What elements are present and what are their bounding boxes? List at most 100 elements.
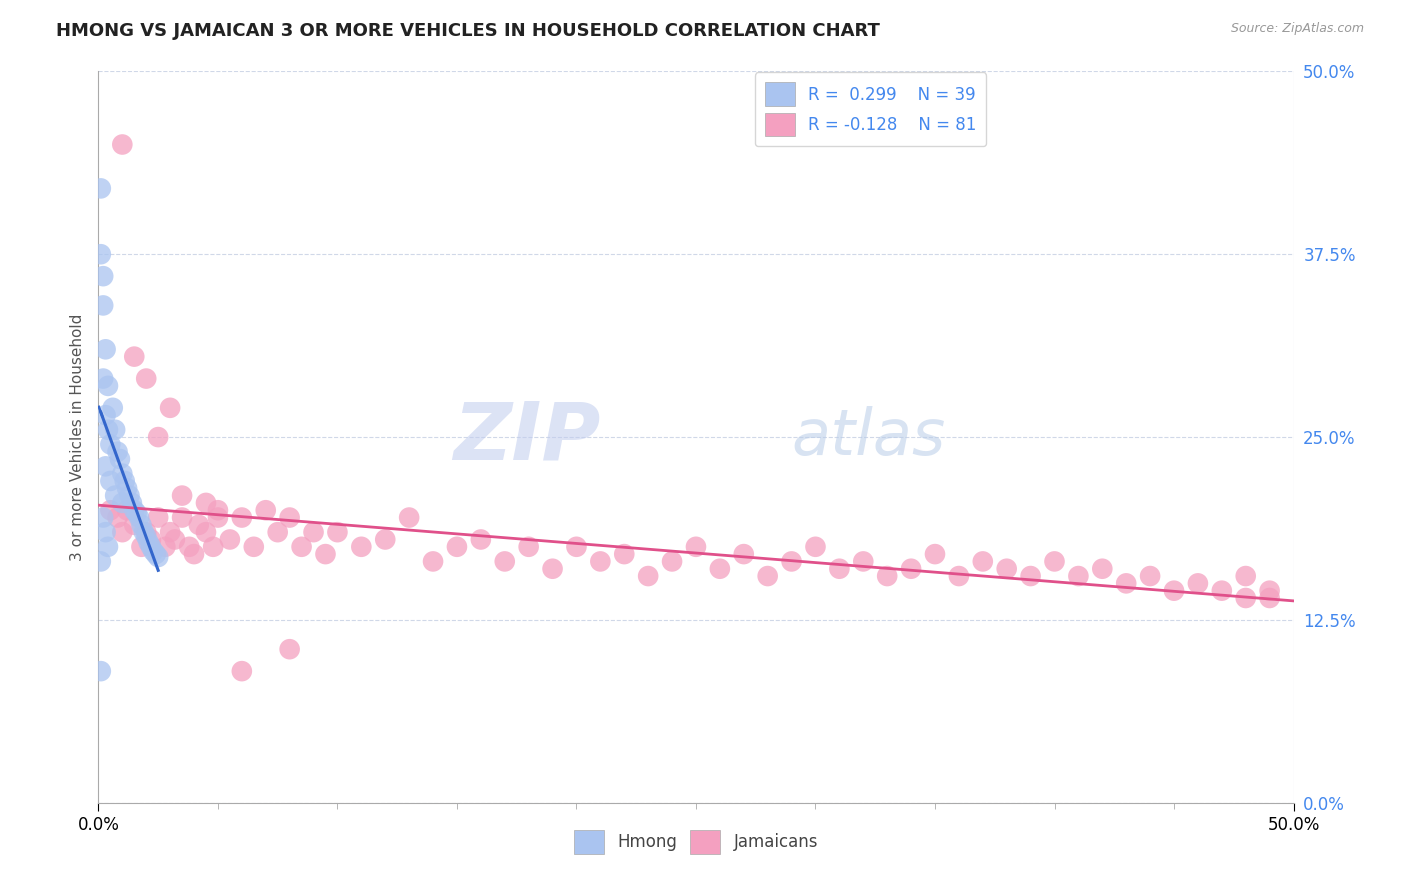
Point (159, 525, 181, 540)
Point (267, 525, 290, 540)
Point (254, 503, 277, 517)
Point (139, 533, 162, 547)
Point (1115, 576, 1137, 591)
Point (1163, 583, 1185, 598)
Point (135, 371, 157, 385)
Point (494, 554, 516, 568)
Point (142, 544, 165, 558)
Point (124, 350, 146, 364)
Point (90, 247, 112, 261)
Point (179, 540, 201, 554)
Point (111, 467, 134, 481)
Point (828, 562, 851, 576)
Point (97, 379, 120, 393)
Point (91, 269, 114, 284)
Point (163, 533, 186, 547)
Point (111, 496, 134, 510)
Point (97, 423, 120, 437)
Point (104, 489, 127, 503)
Point (91, 371, 114, 385)
Point (207, 503, 229, 517)
Point (94, 459, 117, 474)
Point (1139, 569, 1161, 583)
Point (374, 533, 396, 547)
Point (613, 547, 636, 561)
Point (315, 547, 337, 561)
Point (780, 554, 803, 568)
Point (398, 510, 420, 524)
Point (108, 452, 131, 467)
Point (135, 525, 157, 540)
Point (541, 562, 564, 576)
Point (90, 554, 112, 568)
Point (187, 517, 209, 532)
Point (131, 540, 153, 554)
Y-axis label: 3 or more Vehicles in Household: 3 or more Vehicles in Household (69, 313, 84, 561)
Point (804, 540, 827, 554)
Point (155, 540, 177, 554)
Point (756, 569, 779, 583)
Point (207, 510, 229, 524)
Point (350, 540, 373, 554)
Point (148, 510, 170, 524)
Point (148, 549, 170, 564)
Point (145, 547, 167, 561)
Point (1019, 569, 1042, 583)
Point (114, 474, 136, 488)
Point (589, 554, 612, 568)
Point (1187, 576, 1209, 591)
Point (1258, 591, 1281, 605)
Point (90, 181, 112, 195)
Point (111, 525, 134, 540)
Point (972, 554, 994, 568)
Point (132, 525, 155, 540)
Point (661, 554, 683, 568)
Point (422, 554, 444, 568)
Point (94, 525, 117, 540)
Point (995, 562, 1018, 576)
Point (97, 540, 120, 554)
Point (148, 430, 170, 444)
Point (91, 510, 114, 524)
Point (195, 525, 218, 540)
Point (326, 525, 349, 540)
Point (1211, 583, 1233, 598)
Point (446, 540, 468, 554)
Point (195, 496, 218, 510)
Point (685, 540, 707, 554)
Point (924, 547, 946, 561)
Point (291, 540, 314, 554)
Point (243, 540, 266, 554)
Point (1067, 569, 1090, 583)
Point (733, 547, 755, 561)
Point (91, 298, 114, 312)
Text: Source: ZipAtlas.com: Source: ZipAtlas.com (1230, 22, 1364, 36)
Point (104, 423, 127, 437)
Point (121, 496, 143, 510)
Point (900, 562, 922, 576)
Point (125, 506, 148, 520)
Point (115, 481, 138, 495)
Point (135, 530, 157, 544)
Legend: Hmong, Jamaicans: Hmong, Jamaicans (567, 823, 825, 860)
Point (94, 408, 117, 422)
Point (159, 401, 181, 415)
Point (219, 533, 242, 547)
Point (278, 642, 301, 657)
Point (517, 540, 540, 554)
Point (107, 444, 129, 458)
Point (138, 535, 160, 549)
Point (139, 540, 162, 554)
Point (852, 554, 875, 568)
Point (98, 474, 122, 488)
Point (172, 489, 194, 503)
Point (124, 503, 146, 517)
Point (1234, 591, 1257, 605)
Point (876, 569, 898, 583)
Point (709, 562, 731, 576)
Point (231, 664, 253, 678)
Point (94, 343, 117, 357)
Point (1091, 562, 1114, 576)
Point (101, 401, 124, 415)
Point (124, 517, 146, 532)
